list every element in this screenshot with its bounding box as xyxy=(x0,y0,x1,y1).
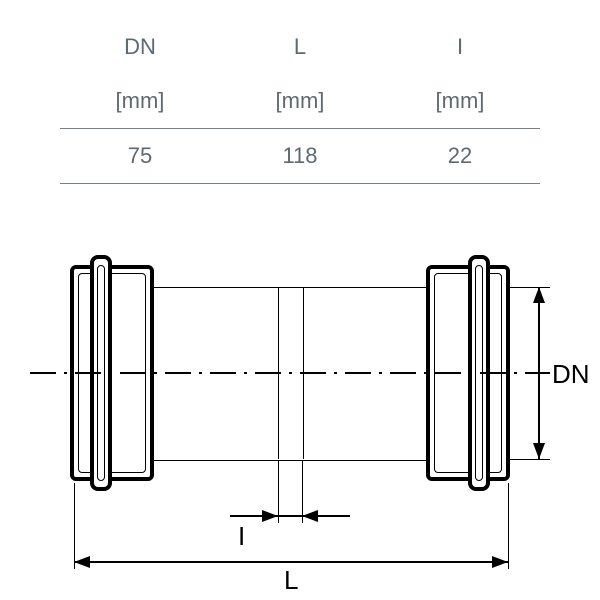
arrow-icon xyxy=(262,510,278,522)
arrow-icon xyxy=(492,556,508,568)
dimension-table: DN L I [mm] [mm] [mm] 75 118 22 xyxy=(60,20,540,184)
cell: 75 xyxy=(60,129,220,183)
cell: 22 xyxy=(380,129,540,183)
coupler-drawing: DN I L xyxy=(30,265,570,585)
dim-dn xyxy=(538,287,540,459)
dim-i xyxy=(230,515,350,517)
figure: DN L I [mm] [mm] [mm] 75 118 22 xyxy=(0,0,600,600)
table-units-row: [mm] [mm] [mm] xyxy=(60,74,540,128)
ext-line xyxy=(508,483,509,569)
arrow-icon xyxy=(74,556,90,568)
cell: 118 xyxy=(220,129,380,183)
arrow-icon xyxy=(302,510,318,522)
arrow-icon xyxy=(533,443,545,459)
table-header-row: DN L I xyxy=(60,20,540,74)
dim-label-i: I xyxy=(238,521,245,552)
dim-label-dn: DN xyxy=(552,359,590,390)
table-rule xyxy=(60,128,540,129)
table-rule xyxy=(60,183,540,184)
col-header: DN xyxy=(60,20,220,74)
col-header: L xyxy=(220,20,380,74)
ext-line xyxy=(510,459,550,460)
ext-line xyxy=(278,461,279,523)
col-unit: [mm] xyxy=(220,74,380,128)
col-unit: [mm] xyxy=(60,74,220,128)
col-unit: [mm] xyxy=(380,74,540,128)
dim-l xyxy=(74,561,508,563)
col-header: I xyxy=(380,20,540,74)
table-row: 75 118 22 xyxy=(60,129,540,183)
dim-label-l: L xyxy=(284,565,298,596)
arrow-icon xyxy=(533,287,545,303)
center-axis xyxy=(30,372,550,374)
